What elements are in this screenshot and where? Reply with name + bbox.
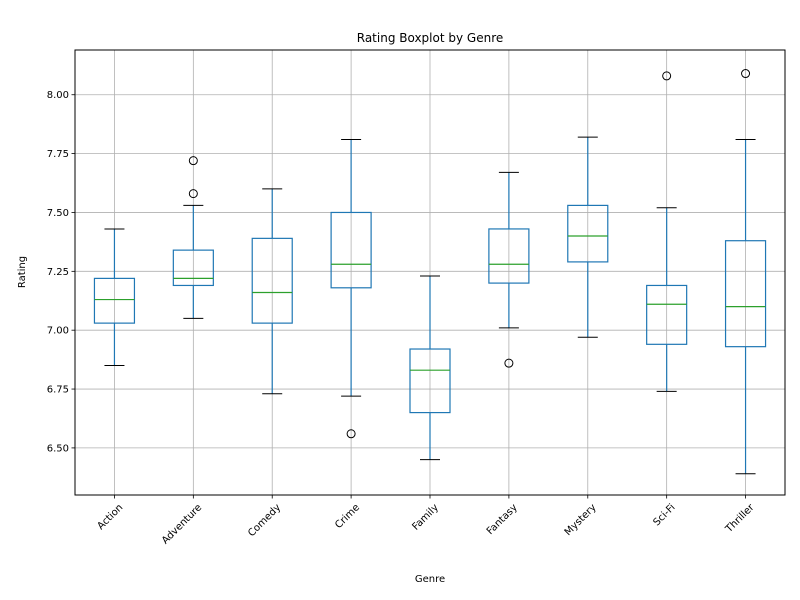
y-tick-label: 8.00	[47, 90, 69, 101]
outlier-point	[504, 358, 514, 368]
iqr-box	[567, 204, 609, 263]
box-group	[93, 228, 136, 367]
x-axis-title: Genre	[415, 574, 445, 585]
box-layer	[93, 69, 767, 475]
iqr-box	[488, 228, 530, 284]
iqr-box	[172, 249, 214, 287]
box-group	[646, 71, 688, 392]
iqr-box	[330, 211, 372, 289]
outlier-point	[662, 71, 672, 81]
box-group	[409, 275, 451, 461]
box-group	[567, 136, 609, 338]
iqr-box	[251, 237, 293, 324]
y-tick-label: 7.75	[47, 149, 69, 160]
y-tick-label: 6.50	[47, 443, 69, 454]
box-group	[251, 188, 293, 395]
y-tick-label: 7.00	[47, 326, 69, 337]
box-group	[724, 69, 767, 475]
y-tick-label: 7.50	[47, 208, 69, 219]
y-tick-label: 6.75	[47, 385, 69, 396]
iqr-box	[93, 277, 136, 324]
y-axis-title: Rating	[17, 256, 28, 288]
iqr-box	[646, 284, 688, 345]
box-group	[330, 138, 372, 439]
outlier-point	[188, 189, 198, 199]
box-group	[172, 156, 214, 319]
box-group	[488, 171, 530, 368]
chart-title: Rating Boxplot by Genre	[357, 31, 504, 45]
outlier-point	[741, 69, 751, 79]
iqr-box	[724, 240, 767, 348]
y-tick-label: 7.25	[47, 267, 69, 278]
outlier-point	[346, 429, 356, 439]
outlier-point	[188, 156, 198, 166]
iqr-box	[409, 348, 451, 414]
